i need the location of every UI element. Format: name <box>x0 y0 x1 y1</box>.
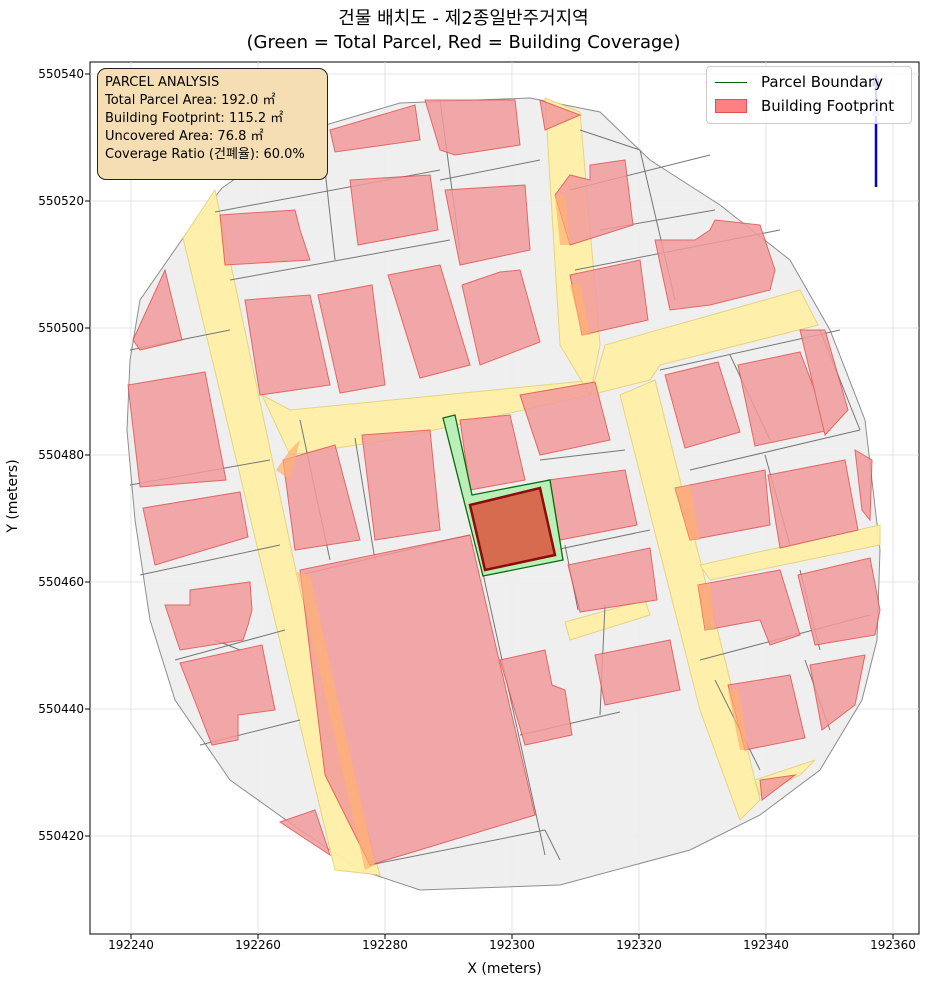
building-footprints <box>127 99 881 866</box>
legend-line-swatch <box>715 81 747 83</box>
legend: Parcel Boundary Building Footprint <box>706 66 912 124</box>
y-axis-title: Y (meters) <box>5 459 21 533</box>
y-tick-label: 550500 <box>38 321 84 335</box>
x-tick-label: 192300 <box>489 938 535 952</box>
legend-label: Building Footprint <box>761 97 895 115</box>
y-tick-label: 550480 <box>38 448 84 462</box>
x-tick-label: 192360 <box>870 938 916 952</box>
y-tick-label: 550540 <box>38 67 84 81</box>
chart-title: 건물 배치도 - 제2종일반주거지역 <box>338 8 589 29</box>
x-tick-label: 192340 <box>743 938 789 952</box>
legend-label: Parcel Boundary <box>761 73 884 91</box>
info-total-area: Total Parcel Area: 192.0 ㎡ <box>105 93 276 108</box>
target-building-footprint <box>468 486 557 572</box>
x-axis-title: X (meters) <box>467 961 542 977</box>
legend-patch-swatch <box>715 99 747 113</box>
x-tick-label: 192240 <box>108 938 154 952</box>
road-overlap <box>276 195 748 870</box>
y-tick-label: 550440 <box>38 702 84 716</box>
info-heading: PARCEL ANALYSIS <box>105 75 220 90</box>
info-footprint: Building Footprint: 115.2 ㎡ <box>105 111 284 126</box>
ticks <box>85 73 894 939</box>
info-coverage: Coverage Ratio (건폐율): 60.0% <box>105 147 305 162</box>
x-tick-label: 192280 <box>362 938 408 952</box>
x-tick-label: 192320 <box>616 938 662 952</box>
y-tick-label: 550520 <box>38 194 84 208</box>
parcel-analysis-box: PARCEL ANALYSIS Total Parcel Area: 192.0… <box>97 68 328 180</box>
legend-item-building: Building Footprint <box>715 95 894 117</box>
info-uncovered: Uncovered Area: 76.8 ㎡ <box>105 129 264 144</box>
y-tick-label: 550420 <box>38 829 84 843</box>
y-tick-label: 550460 <box>38 575 84 589</box>
legend-item-parcel: Parcel Boundary <box>715 71 883 93</box>
chart-subtitle: (Green = Total Parcel, Red = Building Co… <box>246 32 681 53</box>
x-tick-label: 192260 <box>235 938 281 952</box>
